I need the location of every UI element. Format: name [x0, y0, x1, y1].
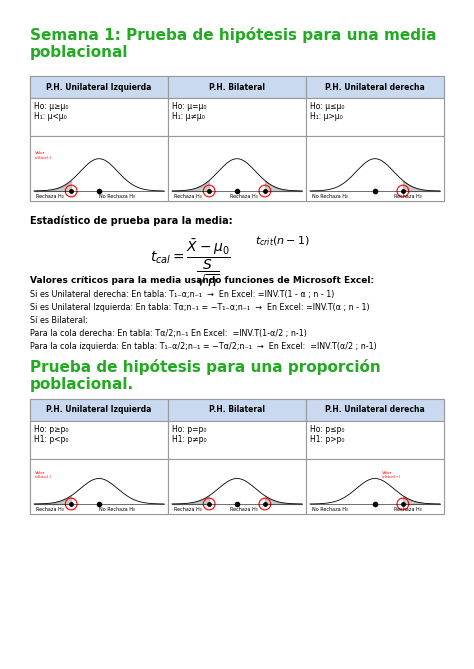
FancyBboxPatch shape: [30, 421, 168, 459]
Text: Rechaza H₀: Rechaza H₀: [394, 194, 422, 199]
FancyBboxPatch shape: [168, 399, 306, 421]
Text: Ho: p≤p₀
H1: p>p₀: Ho: p≤p₀ H1: p>p₀: [310, 425, 345, 444]
Text: Semana 1: Prueba de hipótesis para una media
poblacional: Semana 1: Prueba de hipótesis para una m…: [30, 27, 437, 60]
Text: Para la cola derecha: En tabla: Tα/2;n₋₁ En Excel:  =INV.T(1-α/2 ; n-1): Para la cola derecha: En tabla: Tα/2;n₋₁…: [30, 329, 307, 338]
FancyBboxPatch shape: [168, 421, 306, 459]
FancyBboxPatch shape: [30, 459, 168, 514]
Text: Rechaza H₀: Rechaza H₀: [230, 194, 258, 199]
Text: Ho: p≥p₀
H1: p<p₀: Ho: p≥p₀ H1: p<p₀: [34, 425, 69, 444]
FancyBboxPatch shape: [168, 76, 306, 98]
Text: Rechaza H₀: Rechaza H₀: [36, 507, 64, 512]
Text: Valor
crítico(+): Valor crítico(+): [382, 471, 401, 480]
Text: Sí es Bilateral:: Sí es Bilateral:: [30, 316, 88, 325]
Text: P.H. Bilateral: P.H. Bilateral: [209, 82, 265, 92]
FancyBboxPatch shape: [168, 136, 306, 201]
Text: Ho: p=p₀
H1: p≠p₀: Ho: p=p₀ H1: p≠p₀: [172, 425, 207, 444]
FancyBboxPatch shape: [306, 98, 444, 136]
FancyBboxPatch shape: [30, 399, 444, 514]
FancyBboxPatch shape: [306, 399, 444, 421]
FancyBboxPatch shape: [306, 459, 444, 514]
FancyBboxPatch shape: [168, 98, 306, 136]
Text: P.H. Bilateral: P.H. Bilateral: [209, 405, 265, 415]
Text: No Rechaza H₀: No Rechaza H₀: [99, 194, 135, 199]
FancyBboxPatch shape: [30, 98, 168, 136]
Text: P.H. Unilateral derecha: P.H. Unilateral derecha: [325, 405, 425, 415]
Text: Rechaza H₀: Rechaza H₀: [174, 194, 202, 199]
Text: No Rechaza H₀: No Rechaza H₀: [99, 507, 135, 512]
Text: Rechaza H₀: Rechaza H₀: [36, 194, 64, 199]
FancyBboxPatch shape: [30, 136, 168, 201]
Text: P.H. Unilateral Izquierda: P.H. Unilateral Izquierda: [46, 405, 152, 415]
Text: $t_{crit}(n-1)$: $t_{crit}(n-1)$: [255, 234, 310, 248]
Text: Prueba de hipótesis para una proporción
poblacional.: Prueba de hipótesis para una proporción …: [30, 359, 381, 393]
Text: Para la cola izquierda: En tabla: T₁₋α/2;n₋₁ = −Tα/2;n₋₁  →  En Excel:  =INV.T(α: Para la cola izquierda: En tabla: T₁₋α/2…: [30, 342, 377, 351]
Text: Rechaza H₀: Rechaza H₀: [174, 507, 202, 512]
FancyBboxPatch shape: [306, 136, 444, 201]
Text: Rechaza H₀: Rechaza H₀: [230, 507, 258, 512]
Text: Valor
crítico(-): Valor crítico(-): [35, 471, 52, 480]
Text: $t_{cal}=\dfrac{\bar{X}-\mu_0}{\dfrac{S}{\sqrt{n}}}$: $t_{cal}=\dfrac{\bar{X}-\mu_0}{\dfrac{S}…: [150, 238, 231, 290]
FancyBboxPatch shape: [30, 399, 168, 421]
FancyBboxPatch shape: [30, 76, 444, 201]
Text: Estadístico de prueba para la media:: Estadístico de prueba para la media:: [30, 216, 233, 227]
Text: Ho: μ≥μ₀
H₁: μ<μ₀: Ho: μ≥μ₀ H₁: μ<μ₀: [34, 102, 69, 121]
Text: Rechaza H₀: Rechaza H₀: [394, 507, 422, 512]
Text: Ho: μ≤μ₀
H₁: μ>μ₀: Ho: μ≤μ₀ H₁: μ>μ₀: [310, 102, 345, 121]
Text: Valor
crítico(-): Valor crítico(-): [35, 151, 52, 160]
Text: Si es Unilateral Izquierda: En tabla: Tα;n₋₁ = −T₁₋α;n₋₁  →  En Excel: =INV.T(α : Si es Unilateral Izquierda: En tabla: Tα…: [30, 303, 370, 312]
Text: Ho: μ=μ₀
H₁: μ≠μ₀: Ho: μ=μ₀ H₁: μ≠μ₀: [172, 102, 207, 121]
Text: No Rechaza H₀: No Rechaza H₀: [312, 507, 348, 512]
Text: P.H. Unilateral Izquierda: P.H. Unilateral Izquierda: [46, 82, 152, 92]
Text: Si es Unilateral derecha: En tabla: T₁₋α;n₋₁  →  En Excel: =INV.T(1 - α ; n - 1): Si es Unilateral derecha: En tabla: T₁₋α…: [30, 290, 334, 299]
Text: P.H. Unilateral derecha: P.H. Unilateral derecha: [325, 82, 425, 92]
FancyBboxPatch shape: [30, 76, 168, 98]
FancyBboxPatch shape: [306, 421, 444, 459]
Text: No Rechaza H₀: No Rechaza H₀: [312, 194, 348, 199]
Text: Valores críticos para la media usando funciones de Microsoft Excel:: Valores críticos para la media usando fu…: [30, 276, 374, 285]
FancyBboxPatch shape: [306, 76, 444, 98]
FancyBboxPatch shape: [168, 459, 306, 514]
